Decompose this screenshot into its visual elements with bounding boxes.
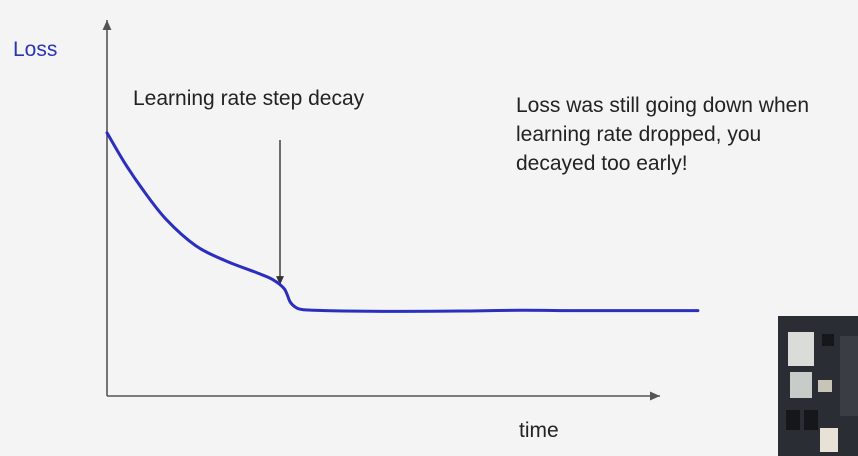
early-decay-note: Loss was still going down when learning … — [516, 91, 858, 178]
note-line: decayed too early! — [516, 152, 688, 175]
note-line: Loss was still going down when — [516, 94, 809, 117]
decay-annotation: Learning rate step decay — [133, 87, 365, 110]
loss-curve-line — [105, 131, 700, 313]
y-axis-label: Loss — [13, 38, 58, 61]
speaker-video-thumbnail — [778, 316, 858, 456]
note-line: learning rate dropped, you — [516, 123, 762, 146]
x-axis-label: time — [519, 419, 559, 442]
series-layer — [105, 131, 700, 313]
